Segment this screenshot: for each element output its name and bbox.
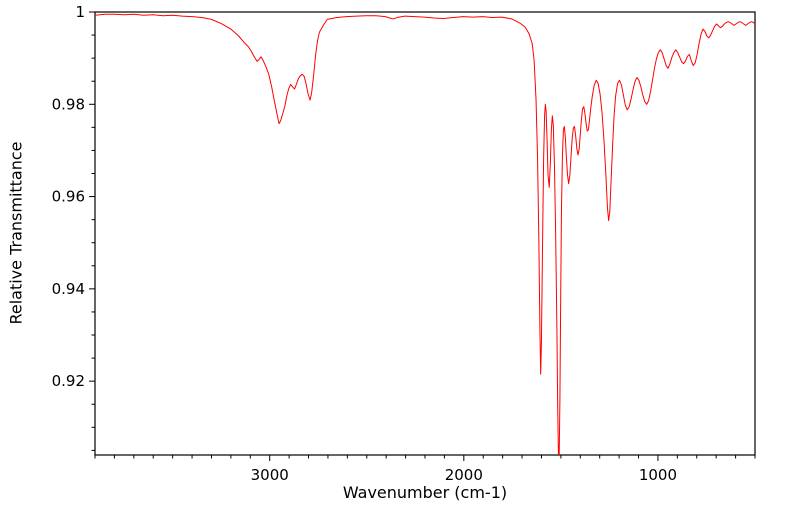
x-tick-label: 1000 (639, 466, 677, 484)
y-axis-label: Relative Transmittance (6, 141, 26, 325)
x-tick-label: 3000 (251, 466, 289, 484)
y-tick-label: 0.92 (52, 372, 85, 390)
x-axis-label: Wavenumber (cm-1) (342, 483, 508, 502)
y-tick-label: 1 (75, 3, 85, 21)
y-tick-label: 0.98 (52, 95, 85, 113)
y-tick-label: 0.94 (52, 280, 85, 298)
spectrum-line (95, 13, 755, 455)
x-tick-label: 2000 (445, 466, 483, 484)
plot-frame (94, 11, 756, 456)
y-tick-label: 0.96 (52, 188, 85, 206)
